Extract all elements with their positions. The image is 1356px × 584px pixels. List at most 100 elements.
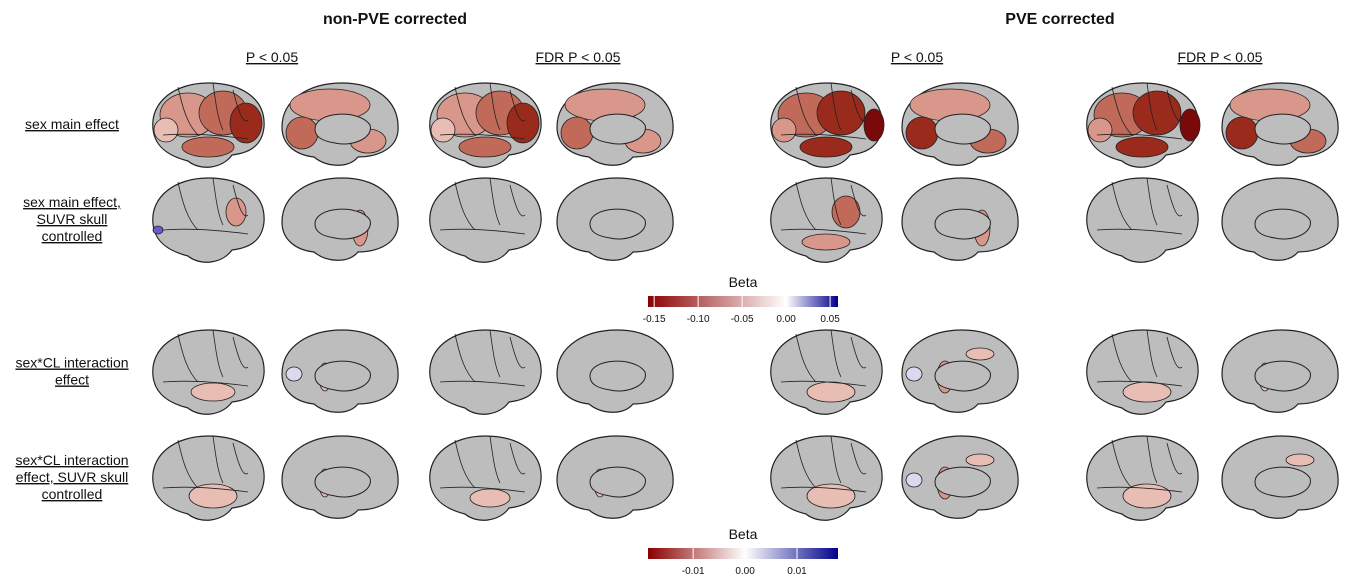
region — [469, 488, 511, 508]
sulcus — [780, 380, 867, 387]
sulcus — [795, 439, 817, 489]
sulcus — [454, 333, 476, 383]
brain — [429, 329, 542, 415]
corpus-callosum — [934, 360, 991, 392]
sulcus — [509, 89, 526, 122]
region — [801, 233, 851, 251]
corpus-callosum — [589, 113, 646, 145]
tick-label: -0.01 — [682, 566, 705, 577]
brain — [556, 435, 674, 519]
row-label: controlled — [42, 486, 103, 502]
brain-outline — [1086, 177, 1199, 263]
brain — [901, 435, 1019, 519]
tick-label: 0.01 — [787, 566, 807, 577]
region — [905, 116, 939, 150]
sulcus — [1096, 380, 1183, 387]
tick-label: 0.00 — [776, 314, 796, 325]
brain — [1221, 82, 1339, 166]
corpus-callosum — [589, 466, 646, 498]
region — [816, 90, 866, 136]
sulcus — [780, 486, 867, 493]
colorbar — [648, 548, 838, 559]
brain — [770, 329, 883, 415]
sulcus — [212, 329, 224, 378]
sulcus — [232, 336, 249, 369]
sulcus — [177, 86, 199, 136]
corpus-callosum — [934, 113, 991, 145]
sulcus — [162, 486, 249, 493]
group-title: PVE corrected — [1005, 11, 1114, 28]
sulcus — [509, 336, 526, 369]
sulcus — [212, 177, 224, 226]
sulcus — [1166, 336, 1183, 369]
region — [863, 108, 885, 142]
brain — [152, 82, 265, 168]
sulcus — [454, 86, 476, 136]
sulcus — [1096, 486, 1183, 493]
brain — [770, 435, 883, 521]
corpus-callosum — [314, 360, 371, 392]
sulcus — [830, 177, 842, 226]
brain — [281, 82, 399, 166]
region — [225, 197, 247, 227]
column-title: FDR P < 0.05 — [1178, 49, 1263, 65]
brain — [152, 177, 265, 263]
tick-label: 0.00 — [735, 566, 755, 577]
sulcus — [1096, 228, 1183, 235]
sulcus — [1166, 89, 1183, 122]
brain — [1221, 435, 1339, 519]
row-label: sex*CL interaction — [15, 452, 128, 468]
region — [458, 136, 512, 158]
sulcus — [212, 82, 224, 131]
column-title: P < 0.05 — [891, 49, 944, 65]
corpus-callosum — [314, 466, 371, 498]
sulcus — [509, 442, 526, 475]
sulcus — [1146, 435, 1158, 484]
sulcus — [1111, 333, 1133, 383]
sulcus — [489, 435, 501, 484]
brain — [556, 329, 674, 413]
row-label: sex main effect, — [23, 194, 121, 210]
region — [799, 136, 853, 158]
sulcus — [850, 184, 867, 217]
brain-outline — [152, 177, 265, 263]
sulcus — [1146, 82, 1158, 131]
corpus-callosum — [1254, 113, 1311, 145]
brain — [901, 82, 1019, 166]
sulcus — [780, 133, 867, 140]
brain — [281, 177, 399, 261]
region — [188, 483, 238, 509]
sulcus — [162, 380, 249, 387]
column-title: FDR P < 0.05 — [536, 49, 621, 65]
sulcus — [212, 435, 224, 484]
brain — [429, 435, 542, 521]
region — [771, 117, 797, 143]
region — [806, 483, 856, 509]
region — [1225, 116, 1259, 150]
corpus-callosum — [1254, 360, 1311, 392]
region — [806, 381, 856, 403]
region — [285, 116, 319, 150]
sulcus — [795, 333, 817, 383]
corpus-callosum — [589, 360, 646, 392]
brain — [281, 329, 399, 413]
brain — [901, 329, 1019, 413]
row-label: effect, SUVR skull — [16, 469, 129, 485]
corpus-callosum — [1254, 208, 1311, 240]
tick-label: -0.15 — [643, 314, 666, 325]
corpus-callosum — [314, 113, 371, 145]
tick-label: 0.05 — [820, 314, 840, 325]
sulcus — [1166, 184, 1183, 217]
sulcus — [489, 177, 501, 226]
sulcus — [509, 184, 526, 217]
sulcus — [795, 86, 817, 136]
region — [1179, 108, 1201, 142]
sulcus — [162, 228, 249, 235]
region — [229, 102, 263, 144]
sulcus — [489, 82, 501, 131]
row-label: sex main effect — [25, 116, 119, 132]
sulcus — [1111, 439, 1133, 489]
sulcus — [830, 435, 842, 484]
brain — [1086, 177, 1199, 263]
region — [152, 225, 164, 235]
